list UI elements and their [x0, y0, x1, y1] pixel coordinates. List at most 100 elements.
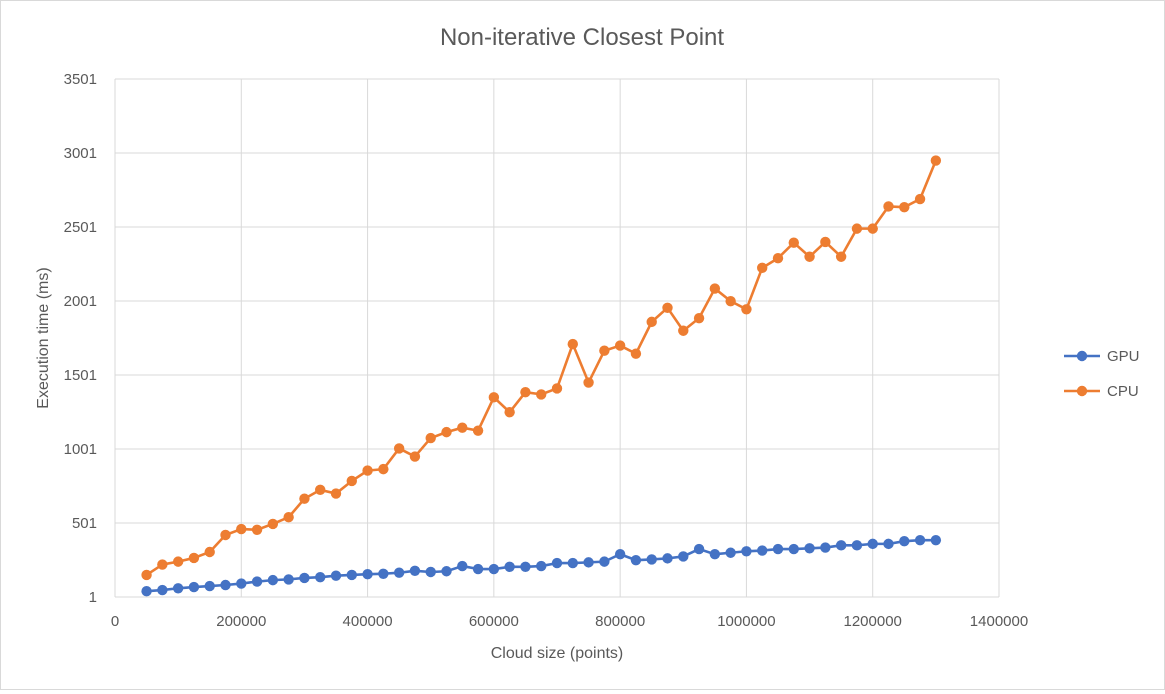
data-point-cpu	[536, 389, 547, 400]
data-point-gpu	[362, 569, 373, 580]
data-point-gpu	[678, 551, 689, 562]
data-point-cpu	[741, 304, 752, 315]
data-point-gpu	[741, 546, 752, 557]
data-point-gpu	[188, 581, 200, 593]
legend-marker-cpu	[1076, 385, 1088, 397]
data-point-cpu	[251, 524, 263, 536]
data-point-gpu	[346, 569, 357, 581]
data-point-cpu	[346, 475, 357, 487]
data-point-gpu	[267, 574, 279, 586]
y-tick-label: 1	[89, 589, 97, 606]
data-point-gpu	[614, 549, 626, 560]
data-point-gpu	[693, 543, 705, 555]
data-point-gpu	[204, 580, 215, 592]
data-point-cpu	[678, 325, 689, 336]
data-point-cpu	[472, 425, 484, 436]
data-point-cpu	[457, 422, 468, 433]
data-point-cpu	[851, 223, 863, 234]
data-point-gpu	[899, 536, 910, 547]
x-axis-ticks: 0 200000 400000 600000 800000 1000000 1200000 1…	[111, 613, 1028, 630]
data-point-cpu	[157, 559, 168, 570]
data-point-cpu	[315, 484, 326, 496]
data-point-gpu	[709, 549, 721, 560]
data-point-gpu	[851, 540, 863, 551]
data-point-cpu	[583, 377, 594, 388]
data-point-cpu	[299, 493, 310, 504]
legend-label-cpu: CPU	[1107, 383, 1139, 400]
data-point-cpu	[393, 443, 405, 454]
data-point-cpu	[788, 237, 799, 248]
data-point-gpu	[457, 560, 468, 572]
y-axis-label: Execution time (ms)	[35, 267, 52, 408]
data-point-gpu	[236, 578, 247, 589]
chart-title: Non-iterative Closest Point	[440, 24, 724, 51]
data-point-cpu	[804, 251, 815, 262]
y-tick-label: 3001	[64, 145, 97, 162]
legend-label-gpu: GPU	[1107, 348, 1140, 365]
data-point-gpu	[662, 553, 673, 564]
data-point-cpu	[236, 523, 247, 535]
y-tick-label: 3501	[64, 71, 97, 88]
data-point-gpu	[867, 538, 878, 550]
data-point-cpu	[283, 512, 294, 523]
y-tick-label: 501	[72, 515, 97, 532]
data-point-cpu	[504, 406, 515, 418]
gridlines	[114, 78, 1000, 598]
data-point-gpu	[488, 563, 500, 575]
data-point-gpu	[393, 567, 405, 578]
data-point-gpu	[820, 542, 831, 553]
legend-item-cpu: CPU	[1064, 383, 1139, 400]
data-point-gpu	[567, 557, 578, 569]
x-tick-label: 1400000	[970, 613, 1028, 630]
y-tick-label: 1001	[64, 441, 97, 458]
data-point-gpu	[599, 556, 610, 567]
data-point-gpu	[504, 561, 515, 573]
data-point-gpu	[315, 571, 326, 583]
data-point-cpu	[599, 345, 610, 356]
data-point-cpu	[409, 451, 421, 462]
data-point-gpu	[804, 543, 815, 554]
data-point-gpu	[283, 574, 294, 585]
data-point-cpu	[362, 465, 373, 476]
data-point-cpu	[330, 488, 342, 499]
legend-item-gpu: GPU	[1064, 348, 1140, 365]
data-point-gpu	[883, 538, 894, 550]
data-point-gpu	[835, 540, 847, 551]
series-group	[141, 155, 942, 597]
y-tick-label: 2501	[64, 219, 97, 236]
data-point-gpu	[630, 554, 642, 566]
x-axis-label: Cloud size (points)	[491, 645, 624, 662]
x-tick-label: 1000000	[717, 613, 775, 630]
data-point-gpu	[551, 557, 563, 569]
data-point-cpu	[757, 262, 768, 274]
data-point-gpu	[378, 568, 389, 579]
data-point-cpu	[378, 463, 389, 475]
data-point-cpu	[488, 392, 500, 403]
data-point-cpu	[267, 518, 279, 530]
data-point-cpu	[867, 223, 878, 234]
data-point-cpu	[141, 569, 152, 581]
data-point-gpu	[157, 584, 168, 596]
data-point-cpu	[646, 316, 657, 328]
data-point-gpu	[220, 579, 231, 591]
data-point-cpu	[899, 201, 910, 213]
x-tick-label: 200000	[216, 613, 266, 630]
data-point-cpu	[614, 340, 626, 351]
data-point-gpu	[299, 572, 310, 584]
data-point-cpu	[220, 529, 231, 541]
data-point-gpu	[141, 586, 152, 597]
data-point-gpu	[536, 560, 547, 572]
y-tick-label: 1501	[64, 367, 97, 384]
data-point-gpu	[472, 563, 484, 575]
x-tick-label: 400000	[343, 613, 393, 630]
data-point-gpu	[772, 543, 784, 555]
x-tick-label: 600000	[469, 613, 519, 630]
data-point-cpu	[425, 432, 436, 444]
x-tick-label: 1200000	[844, 613, 902, 630]
data-point-cpu	[883, 201, 894, 212]
data-point-cpu	[835, 251, 847, 262]
series-cpu	[141, 155, 942, 581]
series-gpu	[141, 534, 942, 597]
